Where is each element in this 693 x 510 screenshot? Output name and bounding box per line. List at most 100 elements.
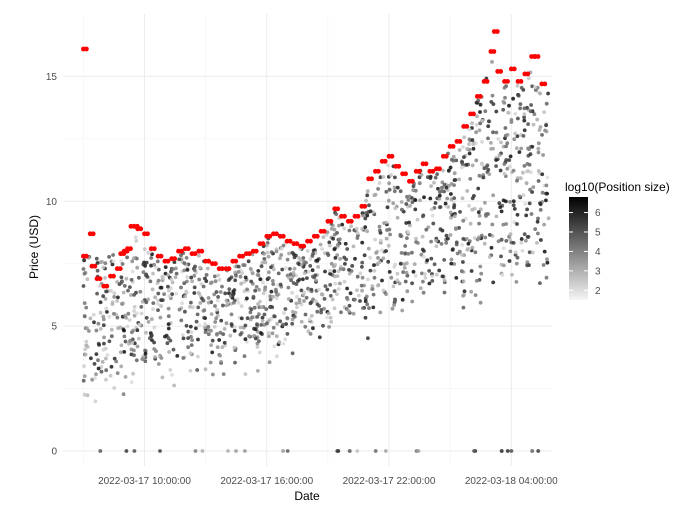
trade-point (120, 279, 124, 284)
trade-point (511, 203, 516, 208)
trade-point (143, 264, 148, 268)
trade-point (430, 213, 435, 218)
trade-point (101, 294, 106, 298)
trade-point (99, 369, 104, 374)
highlighted-point (430, 168, 436, 174)
trade-point (221, 303, 225, 308)
trade-point (98, 310, 103, 315)
trade-point (360, 288, 364, 293)
trade-point (502, 85, 507, 90)
trade-point (297, 300, 302, 305)
trade-point (410, 281, 414, 286)
trade-point (307, 317, 312, 322)
trade-point (521, 193, 526, 198)
trade-point (281, 341, 286, 346)
trade-point (281, 243, 286, 248)
trade-point (111, 253, 115, 257)
trade-point (294, 282, 299, 286)
trade-point (274, 296, 279, 300)
highlighted-point (542, 81, 548, 87)
trade-point (287, 275, 291, 280)
trade-point (275, 354, 279, 359)
trade-point (212, 292, 217, 297)
trade-point (478, 264, 483, 269)
trade-point (405, 289, 410, 294)
trade-point (398, 189, 403, 194)
trade-point (523, 202, 528, 206)
trade-point (158, 449, 162, 453)
trade-point (470, 138, 475, 142)
trade-point (542, 249, 547, 254)
trade-point (395, 215, 400, 220)
trade-point (457, 226, 461, 230)
highlighted-point (362, 203, 368, 209)
trade-point (306, 269, 311, 274)
trade-point (398, 232, 403, 237)
trade-point (391, 201, 396, 206)
trade-point (180, 333, 185, 337)
y-axis-ticks: 0 5 10 15 (46, 72, 58, 458)
trade-point (209, 312, 214, 316)
trade-point (461, 218, 466, 223)
trade-point (135, 344, 140, 349)
trade-point (103, 276, 107, 280)
trade-point (217, 338, 222, 342)
trade-point (330, 297, 335, 302)
trade-point (427, 269, 432, 273)
trade-point (487, 255, 492, 259)
trade-point (380, 278, 384, 283)
trade-point (410, 299, 415, 304)
trade-point (281, 322, 285, 327)
trade-point (395, 185, 400, 190)
trade-point (377, 181, 382, 185)
trade-point (196, 337, 200, 342)
trade-point (499, 140, 503, 145)
trade-point (188, 368, 193, 373)
trade-point (460, 252, 464, 257)
trade-point (393, 298, 398, 303)
highlighted-point (172, 256, 178, 262)
trade-point (449, 182, 454, 186)
trade-point (81, 378, 86, 383)
trade-point (484, 214, 488, 218)
trade-point (434, 244, 439, 249)
trade-point (420, 247, 425, 252)
trade-point (278, 256, 282, 261)
trade-point (208, 281, 213, 286)
trade-point (115, 315, 120, 320)
trade-point (302, 290, 307, 295)
trade-point (401, 270, 406, 274)
trade-point (533, 227, 538, 232)
trade-point (516, 93, 521, 98)
trade-point (283, 307, 288, 311)
trade-point (413, 198, 418, 203)
trade-point (303, 312, 308, 317)
highlighted-point (206, 258, 212, 264)
trade-point (467, 137, 472, 142)
trade-point (386, 163, 390, 168)
trade-point (123, 375, 128, 379)
trade-point (536, 146, 541, 151)
trade-point (483, 200, 487, 205)
trade-point (319, 310, 323, 315)
trade-point (442, 258, 447, 262)
trade-point (440, 185, 444, 190)
trade-point (301, 256, 306, 260)
trade-point (405, 273, 410, 278)
trade-point (179, 285, 183, 290)
trade-point (97, 284, 102, 288)
trade-point (474, 123, 479, 127)
trade-point (284, 266, 288, 271)
trade-point (104, 377, 108, 382)
trade-point (457, 249, 462, 254)
highlighted-point (90, 231, 96, 237)
trade-point (538, 91, 542, 96)
trade-point (482, 241, 487, 246)
trade-point (98, 327, 103, 331)
trade-point (323, 251, 327, 256)
trade-point (238, 332, 243, 337)
trade-point (103, 297, 108, 301)
trade-point (297, 256, 301, 260)
trade-point (170, 292, 175, 296)
trade-point (518, 176, 523, 181)
